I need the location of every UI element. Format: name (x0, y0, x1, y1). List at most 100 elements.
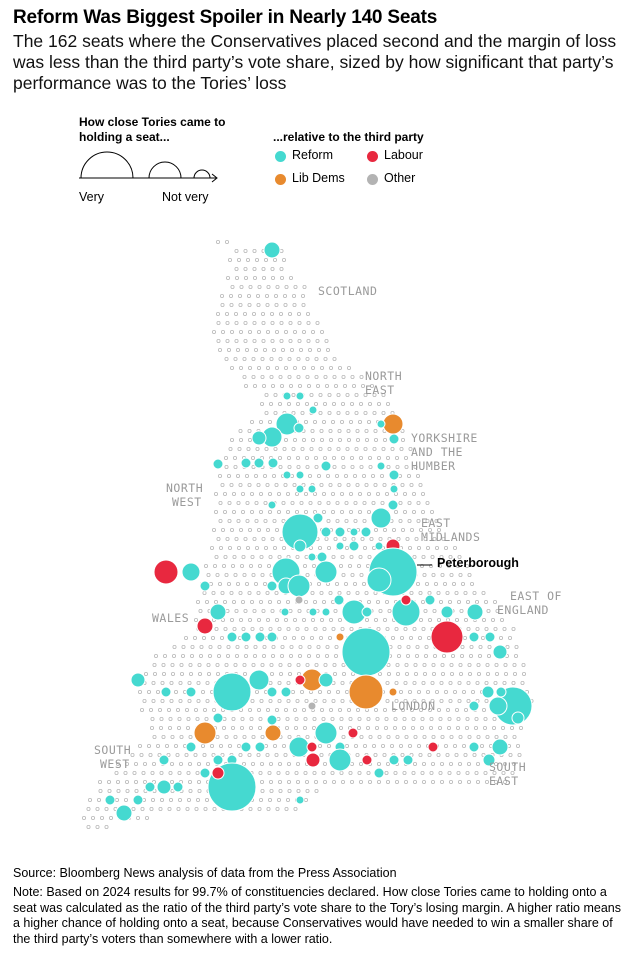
constituency-dot (306, 338, 311, 343)
constituency-dot (346, 591, 351, 596)
constituency-dot (252, 248, 257, 253)
constituency-dot (510, 771, 515, 776)
constituency-dot (152, 663, 157, 668)
constituency-dot (514, 654, 519, 659)
constituency-dot (234, 248, 239, 253)
constituency-dot (230, 726, 235, 731)
constituency-dot (405, 654, 410, 659)
constituency-dot (346, 365, 351, 370)
constituency-dot (225, 537, 230, 542)
constituency-dot (356, 564, 361, 569)
constituency-dot (398, 500, 403, 505)
constituency-dot (158, 726, 163, 731)
constituency-dot (458, 573, 463, 578)
constituency-dot (285, 491, 290, 496)
constituency-dot (303, 509, 308, 514)
constituency-dot (270, 266, 275, 271)
constituency-dot (243, 338, 248, 343)
constituency-dot (307, 347, 312, 352)
constituency-dot (220, 528, 225, 533)
constituency-dot (431, 573, 436, 578)
constituency-dot (231, 717, 236, 722)
constituency-dot (109, 816, 114, 821)
constituency-dot (234, 537, 239, 542)
constituency-dot (447, 600, 452, 605)
constituency-dot (198, 654, 203, 659)
constituency-dot (295, 780, 300, 785)
constituency-dot (226, 582, 231, 587)
constituency-dot (224, 356, 229, 361)
seat-bubble-lib-dems (264, 724, 282, 742)
constituency-dot (368, 464, 373, 469)
constituency-dot (344, 546, 349, 551)
constituency-dot (253, 473, 258, 478)
constituency-dot (277, 780, 282, 785)
constituency-dot (237, 446, 242, 451)
constituency-dot (273, 293, 278, 298)
constituency-dot (186, 771, 191, 776)
constituency-dot (332, 464, 337, 469)
constituency-dot (431, 663, 436, 668)
constituency-dot (278, 789, 283, 794)
constituency-dot (245, 546, 250, 551)
constituency-dot (281, 500, 286, 505)
constituency-dot (481, 708, 486, 713)
constituency-dot (430, 780, 435, 785)
constituency-dot (494, 735, 499, 740)
constituency-dot (288, 320, 293, 325)
constituency-dot (493, 681, 498, 686)
constituency-dot (218, 500, 223, 505)
constituency-dot (466, 627, 471, 632)
constituency-dot (333, 654, 338, 659)
constituency-dot (484, 780, 489, 785)
constituency-dot (344, 519, 349, 524)
constituency-dot (195, 771, 200, 776)
constituency-dot (340, 555, 345, 560)
constituency-dot (219, 636, 224, 641)
constituency-dot (318, 410, 323, 415)
constituency-dot (317, 546, 322, 551)
constituency-dot (232, 627, 237, 632)
constituency-dot (384, 600, 389, 605)
constituency-dot (296, 789, 301, 794)
constituency-dot (403, 699, 408, 704)
constituency-dot (252, 537, 257, 542)
constituency-dot (287, 374, 292, 379)
constituency-dot (279, 338, 284, 343)
constituency-dot (238, 528, 243, 533)
constituency-dot (402, 771, 407, 776)
constituency-dot (341, 464, 346, 469)
constituency-dot (264, 446, 269, 451)
constituency-dot (385, 627, 390, 632)
constituency-dot (251, 573, 256, 578)
constituency-dot (376, 455, 381, 460)
constituency-dot (314, 356, 319, 361)
constituency-dot (358, 455, 363, 460)
constituency-dot (414, 537, 419, 542)
constituency-dot (247, 437, 252, 442)
constituency-dot (98, 780, 103, 785)
constituency-dot (135, 816, 140, 821)
constituency-dot (458, 663, 463, 668)
seat-bubble-reform (307, 552, 317, 562)
constituency-dot (292, 437, 297, 442)
constituency-dot (251, 311, 256, 316)
constituency-dot (287, 735, 292, 740)
constituency-dot (325, 473, 330, 478)
constituency-dot (500, 726, 505, 731)
constituency-dot (285, 600, 290, 605)
constituency-dot (310, 329, 315, 334)
constituency-dot (226, 473, 231, 478)
constituency-dot (321, 491, 326, 496)
constituency-dot (313, 401, 318, 406)
constituency-dot (220, 302, 225, 307)
constituency-dot (406, 473, 411, 478)
chart-title: Reform Was Biggest Spoiler in Nearly 140… (13, 7, 438, 28)
constituency-dot (367, 555, 372, 560)
constituency-dot (151, 681, 156, 686)
legend-swatch-other (367, 174, 378, 185)
constituency-dot (448, 681, 453, 686)
constituency-dot (149, 726, 154, 731)
constituency-dot (364, 437, 369, 442)
constituency-dot (198, 609, 203, 614)
